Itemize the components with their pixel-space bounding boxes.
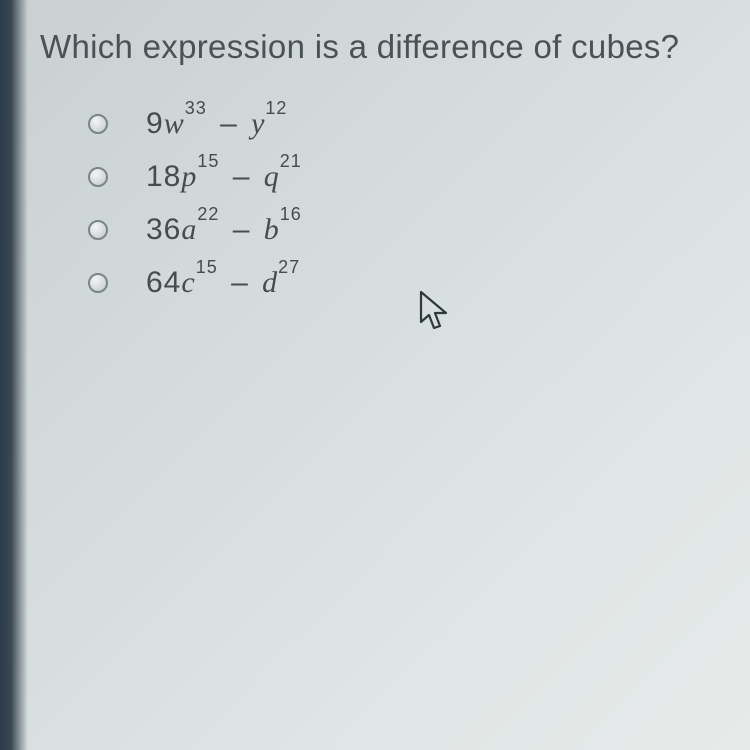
minus-sign: – — [223, 213, 259, 246]
radio-option-2[interactable] — [88, 167, 108, 187]
option-row: 36a22 – b16 — [88, 212, 740, 247]
exponent: 27 — [278, 257, 300, 277]
coef: 64 — [146, 266, 181, 299]
exponent: 15 — [197, 151, 219, 171]
quiz-content: Which expression is a difference of cube… — [40, 28, 740, 318]
coef: 36 — [146, 213, 181, 246]
option-3-expression: 36a22 – b16 — [146, 212, 302, 247]
option-row: 64c15 – d27 — [88, 265, 740, 300]
minus-sign: – — [222, 266, 258, 299]
exponent: 16 — [280, 204, 302, 224]
options-group: 9w33 – y12 18p15 – q21 36a22 – b16 64c15… — [88, 106, 740, 300]
variable: a — [181, 213, 197, 246]
screen-frame-edge — [0, 0, 28, 750]
exponent: 33 — [185, 98, 207, 118]
radio-option-3[interactable] — [88, 220, 108, 240]
option-row: 9w33 – y12 — [88, 106, 740, 141]
variable: c — [181, 266, 195, 299]
coef: 9 — [146, 107, 164, 140]
variable: d — [262, 266, 278, 299]
exponent: 21 — [280, 151, 302, 171]
variable: q — [264, 160, 280, 193]
variable: b — [264, 213, 280, 246]
option-row: 18p15 – q21 — [88, 159, 740, 194]
variable: y — [251, 107, 265, 140]
coef: 18 — [146, 160, 181, 193]
option-2-expression: 18p15 – q21 — [146, 159, 302, 194]
radio-option-4[interactable] — [88, 273, 108, 293]
minus-sign: – — [211, 107, 247, 140]
exponent: 22 — [197, 204, 219, 224]
exponent: 15 — [196, 257, 218, 277]
variable: w — [164, 107, 185, 140]
radio-option-1[interactable] — [88, 114, 108, 134]
question-text: Which expression is a difference of cube… — [40, 28, 740, 66]
exponent: 12 — [265, 98, 287, 118]
variable: p — [181, 160, 197, 193]
option-4-expression: 64c15 – d27 — [146, 265, 300, 300]
option-1-expression: 9w33 – y12 — [146, 106, 287, 141]
minus-sign: – — [223, 160, 259, 193]
